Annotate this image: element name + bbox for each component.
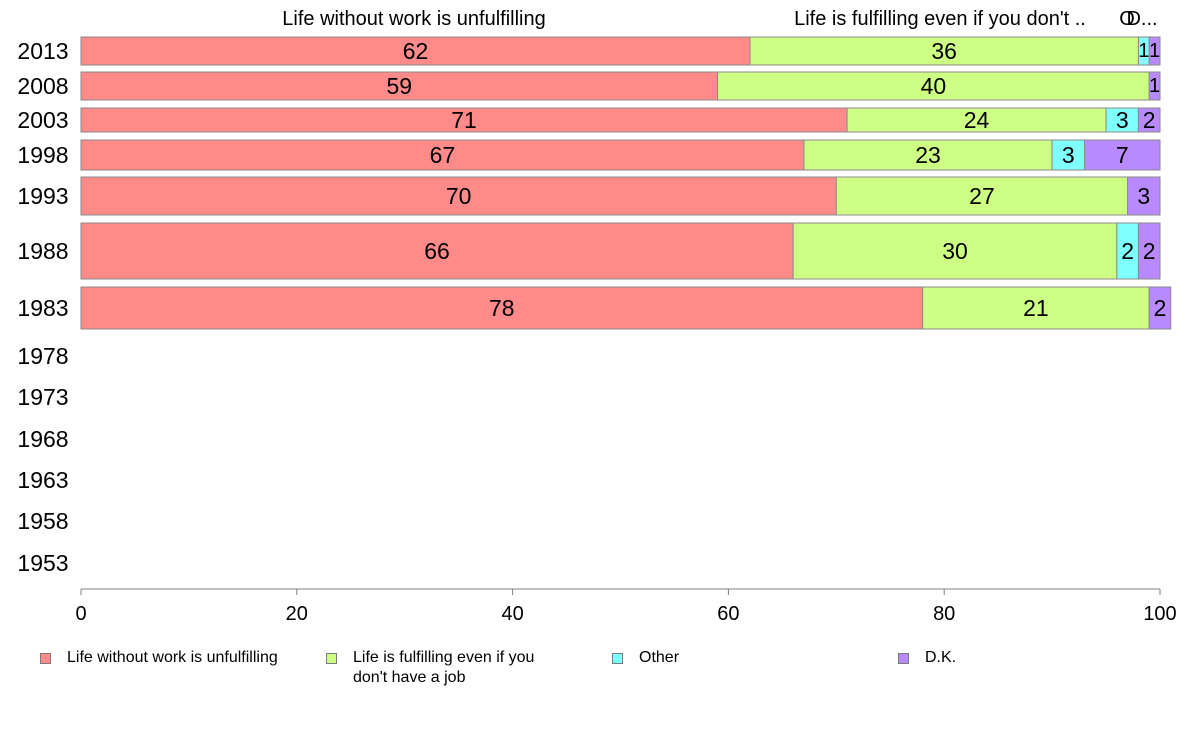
legend-item-other: Other — [612, 638, 679, 668]
y-tick-label: 1993 — [17, 183, 68, 209]
data-label: 62 — [403, 38, 429, 64]
data-label: 1 — [1149, 40, 1160, 62]
legend-item-unfulfilling: Life without work is unfulfilling — [40, 638, 278, 668]
stacked-bar-chart: Life without work is unfulfilling Life is… — [17, 8, 1176, 625]
bar-segment — [1148, 286, 1172, 330]
y-tick-label: 1958 — [17, 508, 68, 534]
legend-swatch — [40, 653, 51, 664]
bar-segment — [80, 71, 719, 101]
data-label: 3 — [1116, 107, 1129, 133]
bar-segment — [1105, 107, 1139, 133]
bar-segment — [80, 286, 924, 330]
y-tick-label: 1973 — [17, 384, 68, 410]
data-label: 40 — [921, 73, 947, 99]
x-tick-label: 60 — [717, 603, 739, 625]
legend-label: D.K. — [925, 649, 957, 666]
y-tick-label: 1978 — [17, 343, 68, 369]
data-label: 30 — [942, 238, 968, 264]
data-label: 2 — [1143, 107, 1156, 133]
data-label: 67 — [430, 142, 456, 168]
legend: Life without work is unfulfilling Life i… — [0, 638, 1188, 698]
data-label: 24 — [964, 107, 990, 133]
bar-segment — [1083, 139, 1161, 171]
data-label: 3 — [1062, 142, 1075, 168]
x-tick-label: 40 — [501, 603, 523, 625]
bar-segment — [803, 139, 1053, 171]
data-label: 1 — [1138, 40, 1149, 62]
bar-segment — [1127, 176, 1161, 216]
x-tick-label: 100 — [1143, 603, 1176, 625]
y-tick-label: 1983 — [17, 295, 68, 321]
bar-segment — [80, 107, 848, 133]
x-tick-label: 80 — [933, 603, 955, 625]
x-tick-label: 20 — [286, 603, 308, 625]
data-label: 21 — [1023, 295, 1049, 321]
data-label: 7 — [1116, 142, 1129, 168]
bar-segment — [792, 222, 1118, 280]
data-label: 59 — [387, 73, 413, 99]
y-tick-label: 1988 — [17, 238, 68, 264]
bar-segment — [1137, 222, 1161, 280]
bar-segment — [835, 176, 1129, 216]
data-label: 2 — [1121, 238, 1134, 264]
data-label: 27 — [969, 183, 995, 209]
legend-label: Other — [639, 649, 680, 666]
bar-segment — [80, 139, 805, 171]
y-tick-label: 1998 — [17, 142, 68, 168]
bar-segment — [80, 176, 837, 216]
legend-label: Life without work is unfulfilling — [67, 649, 278, 666]
top-label: Life is fulfilling even if you don't .. — [794, 8, 1086, 30]
top-label: Life without work is unfulfilling — [282, 8, 545, 30]
data-label: 2 — [1143, 238, 1156, 264]
bar-segment — [80, 222, 794, 280]
y-tick-label: 2013 — [17, 38, 68, 64]
y-tick-label: 1968 — [17, 426, 68, 452]
data-label: 3 — [1137, 183, 1150, 209]
y-tick-label: 1953 — [17, 550, 68, 576]
data-label: 78 — [489, 295, 515, 321]
data-label: 23 — [915, 142, 941, 168]
x-tick-label: 0 — [75, 603, 86, 625]
legend-swatch — [326, 653, 337, 664]
y-tick-label: 2008 — [17, 73, 68, 99]
data-label: 1 — [1149, 75, 1160, 97]
y-tick-label: 1963 — [17, 467, 68, 493]
bar-segment — [1137, 107, 1161, 133]
data-label: 36 — [931, 38, 957, 64]
legend-label: Life is fulfilling even if you don't hav… — [353, 649, 535, 686]
legend-swatch — [898, 653, 909, 664]
data-label: 66 — [424, 238, 450, 264]
top-label: D... — [1126, 8, 1157, 30]
legend-item-dk: D.K. — [898, 638, 956, 668]
bar-segment — [749, 36, 1139, 66]
legend-swatch — [612, 653, 623, 664]
bar-segment — [1148, 36, 1161, 66]
data-label: 71 — [451, 107, 477, 133]
data-label: 70 — [446, 183, 472, 209]
bar-segment — [846, 107, 1107, 133]
y-tick-label: 2003 — [17, 107, 68, 133]
legend-item-fulfilling: Life is fulfilling even if you don't hav… — [326, 638, 553, 688]
top-label: O — [1119, 8, 1135, 30]
bar-segment — [922, 286, 1150, 330]
bar-segment — [1148, 71, 1161, 101]
data-label: 2 — [1154, 295, 1167, 321]
